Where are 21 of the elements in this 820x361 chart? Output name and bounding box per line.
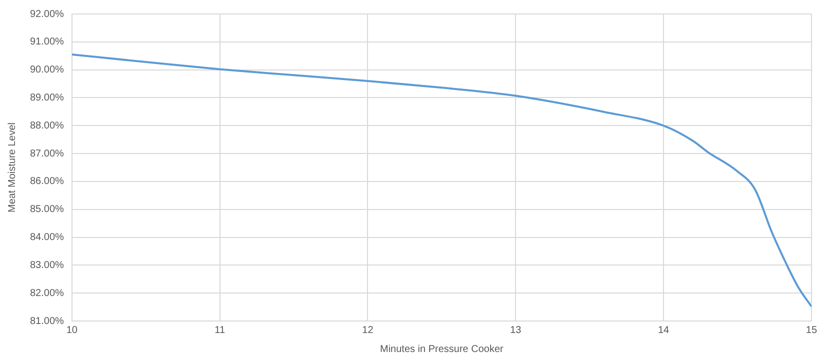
y-axis-title: Meat Moisture Level [6, 122, 18, 213]
y-tick-label: 83.00% [30, 260, 64, 271]
x-tick-label: 11 [214, 324, 226, 336]
x-tick-label: 13 [510, 324, 522, 336]
y-tick-label: 84.00% [30, 232, 64, 244]
x-axis-title: Minutes in Pressure Cooker [380, 344, 504, 355]
y-tick-label: 81.00% [30, 316, 64, 327]
y-tick-label: 91.00% [30, 36, 64, 48]
y-tick-label: 86.00% [30, 176, 64, 188]
y-tick-label: 92.00% [30, 8, 64, 20]
line-series [72, 53, 812, 308]
y-tick-label: 90.00% [30, 64, 64, 76]
x-tick-label: 12 [362, 324, 374, 336]
y-tick-label: 85.00% [30, 204, 64, 216]
x-tick-label: 10 [66, 324, 78, 336]
x-tick-label: 14 [658, 324, 670, 336]
y-tick-label: 87.00% [30, 148, 64, 160]
y-tick-label: 89.00% [30, 92, 64, 104]
y-tick-label: 88.00% [30, 120, 64, 132]
y-tick-label: 82.00% [30, 288, 64, 299]
x-tick-label: 15 [806, 324, 818, 336]
